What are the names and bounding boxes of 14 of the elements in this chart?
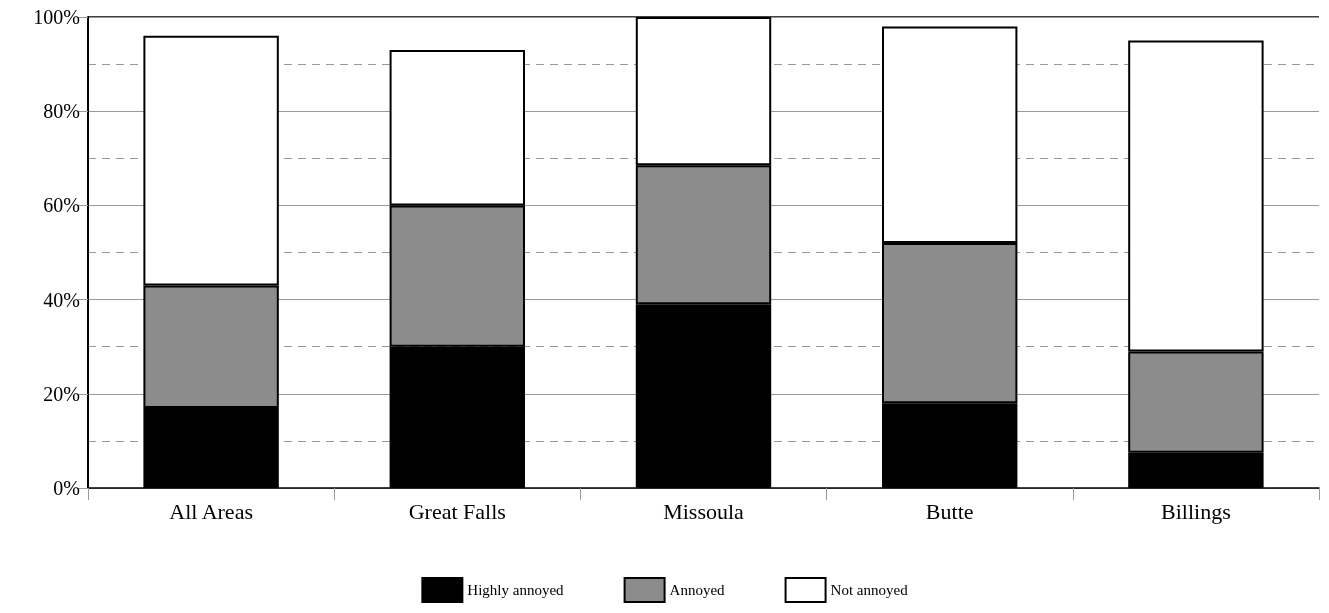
- x-tick-label: Missoula: [663, 498, 745, 524]
- x-tick-label: Great Falls: [408, 498, 506, 524]
- x-tick-label: All Areas: [169, 498, 253, 524]
- y-tick-label: 60%: [43, 194, 80, 217]
- y-tick-label: 0%: [53, 477, 80, 499]
- x-tick-label: Billings: [1161, 498, 1231, 524]
- x-tick-label: Butte: [925, 498, 974, 524]
- y-tick-label: 80%: [43, 100, 80, 123]
- legend-label: Not annoyed: [830, 582, 909, 598]
- y-tick-label: 40%: [43, 288, 80, 311]
- legend-label: Highly annoyed: [467, 582, 565, 598]
- y-tick-label: 100%: [33, 6, 80, 28]
- legend-label: Annoyed: [669, 582, 726, 598]
- y-tick-label: 20%: [43, 382, 80, 405]
